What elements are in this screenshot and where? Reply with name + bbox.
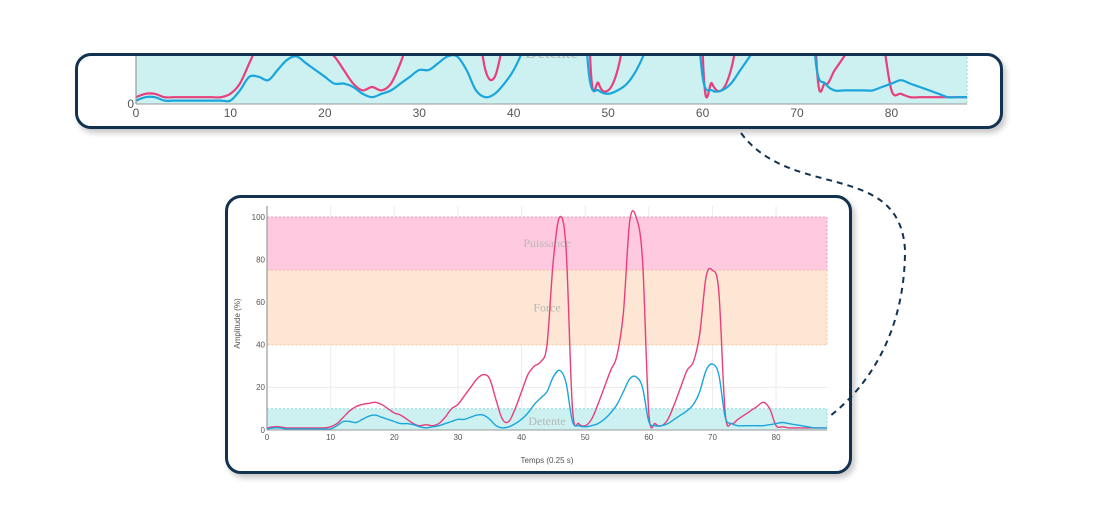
series-line-blue xyxy=(136,56,967,103)
x-tick-label: 20 xyxy=(318,106,332,120)
y-tick-label: 80 xyxy=(256,255,265,264)
y-axis-title: Amplitude (%) xyxy=(233,298,242,349)
x-tick-label: 80 xyxy=(772,433,781,442)
x-tick-label: 70 xyxy=(790,106,804,120)
zoom-chart: Detente 0 10 20 30 40 50 60 70 80 0 xyxy=(127,56,968,120)
y-tick-label: 20 xyxy=(256,383,265,392)
y-tick-label: 60 xyxy=(256,298,265,307)
x-tick-label: 10 xyxy=(224,106,238,120)
band-label-detente: Detente xyxy=(528,414,565,428)
x-tick-label: 10 xyxy=(326,433,335,442)
band-label-detente: Detente xyxy=(525,56,578,62)
x-tick-label: 80 xyxy=(885,106,899,120)
main-chart: Puissance Force Detente 0 10 20 30 40 50 60 70 80 0 2… xyxy=(233,206,828,465)
x-tick-label: 60 xyxy=(696,106,710,120)
band-force xyxy=(266,269,828,346)
band-label-force: Force xyxy=(533,301,560,315)
zoom-chart-panel: Detente 0 10 20 30 40 50 60 70 80 0 xyxy=(75,53,1003,129)
y-tick-label: 0 xyxy=(261,426,266,435)
x-tick-label: 60 xyxy=(644,433,653,442)
x-tick-label: 20 xyxy=(390,433,399,442)
x-tick-label: 0 xyxy=(133,106,140,120)
main-chart-panel: Puissance Force Detente 0 10 20 30 40 50 60 70 80 0 2… xyxy=(225,195,852,474)
y-tick-label: 100 xyxy=(252,213,266,222)
series-line-blue xyxy=(267,363,827,430)
y-tick-label: 0 xyxy=(127,97,134,111)
x-tick-label: 50 xyxy=(601,106,615,120)
y-tick-label: 40 xyxy=(256,341,265,350)
x-tick-label: 50 xyxy=(581,433,590,442)
x-tick-label: 70 xyxy=(708,433,717,442)
x-tick-label: 0 xyxy=(265,433,270,442)
x-axis-title: Temps (0.25 s) xyxy=(521,456,574,465)
x-tick-label: 30 xyxy=(413,106,427,120)
band-detente xyxy=(135,56,968,105)
band-label-puissance: Puissance xyxy=(523,236,570,250)
x-tick-label: 40 xyxy=(517,433,526,442)
x-tick-label: 40 xyxy=(507,106,521,120)
x-tick-label: 30 xyxy=(453,433,462,442)
